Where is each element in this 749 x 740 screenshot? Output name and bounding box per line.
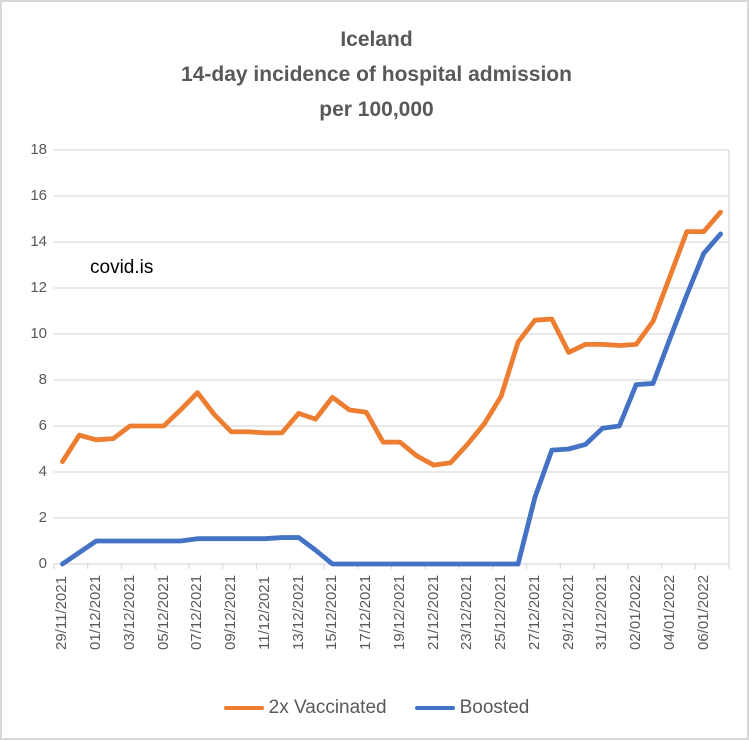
chart-title: Iceland 14-day incidence of hospital adm… [2,22,747,127]
chart-title-line-1: Iceland [340,28,413,51]
legend-item-boosted: Boosted [414,697,530,719]
x-axis-label: 31/12/2021 [593,574,611,650]
x-axis-label: 27/12/2021 [525,574,543,650]
x-axis-label: 29/12/2021 [559,574,577,650]
x-axis-label: 05/12/2021 [154,574,172,650]
legend-item-vaccinated: 2x Vaccinated [223,697,387,719]
y-axis-label: 2 [38,509,47,526]
series-line-boosted [60,231,723,567]
x-axis-label: 13/12/2021 [289,574,307,650]
y-axis-label: 4 [38,463,47,480]
x-axis-label: 15/12/2021 [323,574,341,650]
legend: 2x Vaccinated Boosted [2,697,747,719]
x-axis-label: 11/12/2021 [255,576,273,650]
y-axis-label: 18 [30,141,47,158]
y-axis-label: 14 [30,233,47,250]
x-axis-label: 29/11/2021 [53,576,71,650]
x-axis-label: 09/12/2021 [222,574,240,650]
boosted-line-swatch [414,705,455,711]
y-axis-label: 0 [38,555,47,572]
y-axis-label: 6 [38,417,47,434]
series-line-2x-vaccinated [60,209,723,468]
y-axis-label: 8 [38,371,47,388]
x-axis-label: 04/01/2022 [660,574,678,650]
y-axis-label: 12 [30,279,47,296]
y-axis-label: 16 [30,187,47,204]
x-axis-label: 19/12/2021 [390,574,408,650]
x-axis-label: 01/12/2021 [87,574,105,650]
x-axis-label: 02/01/2022 [627,574,645,650]
x-axis-label: 06/01/2022 [694,574,712,650]
chart-title-line-3: per 100,000 [319,98,434,121]
y-axis-label: 10 [30,325,47,342]
legend-label-boosted: Boosted [459,697,530,718]
x-axis-label: 21/12/2021 [424,574,442,650]
vaccinated-line-swatch [223,705,264,711]
chart-title-line-2: 14-day incidence of hospital admission [181,63,572,86]
x-axis-label: 23/12/2021 [458,574,476,650]
x-axis-label: 25/12/2021 [492,574,510,650]
x-axis-label: 17/12/2021 [357,574,375,650]
x-axis-label: 07/12/2021 [188,574,206,650]
x-axis-label: 03/12/2021 [120,574,138,650]
legend-label-vaccinated: 2x Vaccinated [268,697,387,718]
source-annotation: covid.is [90,257,154,278]
